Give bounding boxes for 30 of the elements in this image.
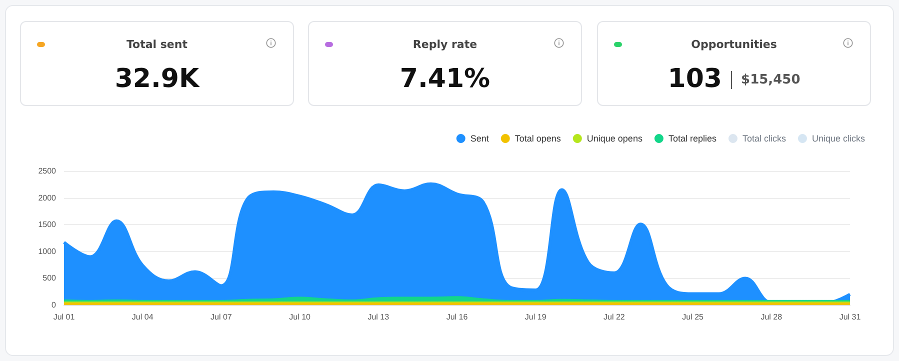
text: Total sent bbox=[126, 38, 188, 51]
x-tick-label: Jul 22 bbox=[604, 312, 626, 322]
x-tick-label: Jul 13 bbox=[368, 312, 390, 322]
legend-label: Total opens bbox=[514, 134, 562, 144]
legend-label: Total clicks bbox=[742, 134, 786, 144]
x-tick-label: Jul 16 bbox=[446, 312, 468, 322]
x-tick-label: Jul 19 bbox=[524, 312, 547, 322]
y-tick-label: 0 bbox=[52, 300, 57, 310]
text: $15,450 bbox=[741, 72, 800, 88]
legend-label: Total replies bbox=[668, 134, 717, 144]
text: Reply rate bbox=[412, 38, 478, 51]
text: Opportunities bbox=[690, 38, 778, 51]
x-tick-label: Jul 04 bbox=[132, 312, 154, 322]
text: 32.9K bbox=[114, 64, 200, 94]
x-tick-label: Jul 25 bbox=[682, 312, 704, 322]
legend-label: Unique opens bbox=[586, 134, 643, 144]
legend-label: Unique clicks bbox=[812, 134, 866, 144]
x-tick-label: Jul 01 bbox=[53, 312, 76, 322]
text: 7.41% bbox=[400, 64, 490, 94]
y-tick-label: 500 bbox=[42, 274, 57, 283]
text: 103 bbox=[668, 64, 722, 94]
x-tick-label: Jul 31 bbox=[839, 312, 862, 322]
x-tick-label: Jul 07 bbox=[210, 312, 232, 322]
x-tick-label: Jul 28 bbox=[760, 312, 783, 322]
y-tick-label: 2000 bbox=[38, 193, 57, 202]
y-tick-label: 1000 bbox=[38, 246, 57, 256]
y-tick-label: 2500 bbox=[38, 166, 57, 176]
legend-label: Sent bbox=[470, 134, 490, 144]
y-tick-label: 1500 bbox=[38, 220, 57, 230]
x-tick-label: Jul 10 bbox=[289, 312, 312, 322]
